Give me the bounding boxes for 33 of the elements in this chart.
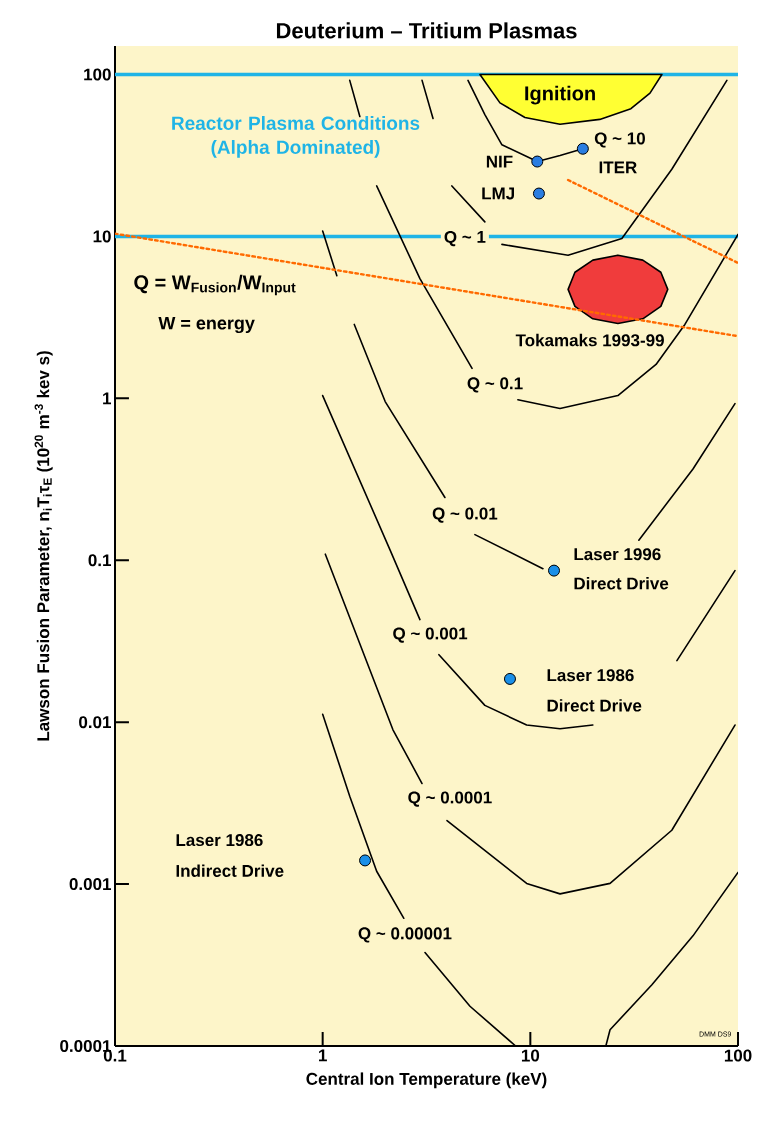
x-axis-title: Central Ion Temperature (keV) bbox=[306, 1072, 547, 1089]
annotation: Q ~ 0.001 bbox=[393, 627, 468, 643]
annotation: NIF bbox=[486, 155, 513, 168]
annotation: Q = W$_{Fusion}$/W$_{Input}$ bbox=[134, 274, 296, 296]
x-tick-label: 100 bbox=[724, 1049, 752, 1062]
y-tick-label: 0.1 bbox=[88, 554, 112, 567]
annotation: Ignition bbox=[525, 85, 595, 105]
chart-title: Deuterium – Tritium Plasmas bbox=[276, 22, 577, 39]
x-tick-label: 10 bbox=[521, 1049, 540, 1062]
annotation: ITER bbox=[599, 161, 637, 174]
annotation: Indirect Drive bbox=[176, 864, 284, 877]
annotation: Q ~ 0.0001 bbox=[408, 791, 492, 807]
annotation: Laser 1996 bbox=[574, 548, 661, 561]
y-tick-label: 100 bbox=[84, 68, 111, 81]
annotation: Laser 1986 bbox=[176, 834, 263, 847]
annotation: Q ~ 0.1 bbox=[467, 377, 523, 393]
text: Lawson Fusion Parameter, n$_{i}$T$_{i}$τ$_{E}$ (10$^{20}$ m$^{-3}$ kev s) bbox=[34, 351, 53, 741]
y-tick-label: 10 bbox=[93, 230, 111, 243]
annotation: Q ~ 0.00001 bbox=[358, 927, 452, 943]
ref-line-label: Reactor Plasma Conditions (Alpha Dominated) bbox=[172, 116, 420, 158]
annotation: Tokamaks 1993-99 bbox=[515, 333, 664, 347]
annotation: W = energy bbox=[158, 316, 255, 334]
annotation: Direct Drive bbox=[547, 699, 642, 712]
annotation: Q ~ 1 bbox=[444, 230, 486, 247]
y-tick-label: 1 bbox=[103, 392, 112, 405]
y-tick-label: 0.001 bbox=[69, 878, 111, 891]
y-tick-label: 0.01 bbox=[79, 716, 112, 729]
annotation: Q ~ 10 bbox=[594, 132, 645, 148]
annotation: Q ~ 0.01 bbox=[432, 507, 498, 523]
annotation: Laser 1986 bbox=[547, 669, 634, 682]
annotation: LMJ bbox=[482, 187, 514, 200]
annotation: Direct Drive bbox=[574, 577, 669, 590]
x-tick-label: 1 bbox=[319, 1049, 327, 1062]
